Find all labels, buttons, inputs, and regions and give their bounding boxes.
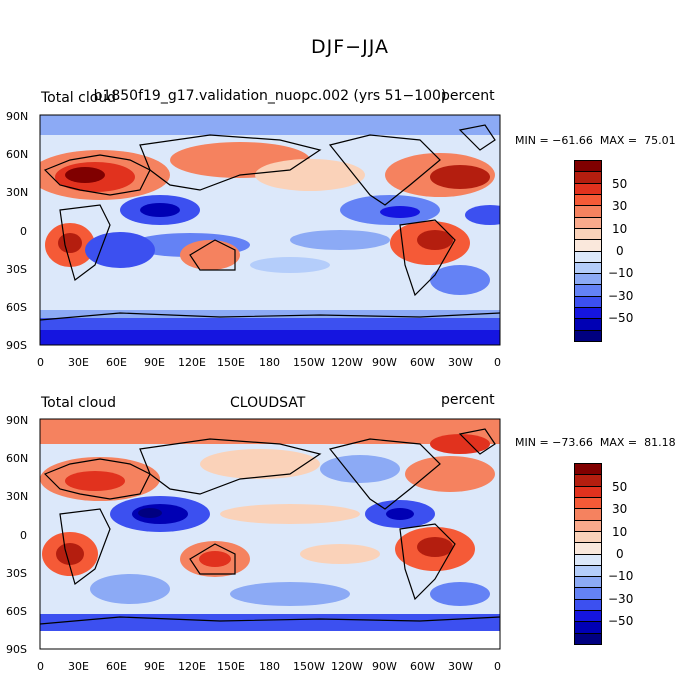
lon-tick: 120E: [178, 660, 206, 673]
lon-tick: 0: [494, 356, 501, 369]
colorbar-swatch: [575, 553, 601, 565]
colorbar-swatch: [575, 161, 601, 172]
colorbar-swatch: [575, 318, 601, 330]
lon-tick: 30E: [68, 660, 89, 673]
colorbar-swatch: [575, 284, 601, 296]
lat-tick-60s: 60S: [6, 301, 27, 314]
panel1-cb-label: 30: [612, 199, 628, 213]
panel2-cb-label: 30: [612, 502, 628, 516]
colorbar-swatch: [575, 542, 601, 554]
colorbar-swatch: [575, 171, 601, 183]
lon-tick: 120W: [331, 356, 363, 369]
figure-title: DJF−JJA: [311, 36, 389, 58]
panel2-cb-label: −50: [608, 614, 634, 628]
lat-tick-30n: 30N: [6, 186, 29, 199]
colorbar-swatch: [575, 610, 601, 622]
panel2-center-title: CLOUDSAT: [230, 395, 306, 411]
lat-tick-60s: 60S: [6, 605, 27, 618]
colorbar-swatch: [575, 239, 601, 251]
lat-tick-30s: 30S: [6, 567, 27, 580]
panel1-right-title: percent: [441, 88, 495, 104]
lon-tick: 60E: [106, 356, 127, 369]
colorbar-swatch: [575, 464, 601, 475]
colorbar-swatch: [575, 508, 601, 520]
panel2-cb-label: 0: [616, 547, 624, 561]
lon-tick: 0: [494, 660, 501, 673]
panel1-left-title: Total cloud: [41, 90, 117, 106]
colorbar-swatch: [575, 621, 601, 633]
panel1-center-title: b1850f19_g17.validation_nuopc.002 (yrs 5…: [93, 88, 447, 104]
lat-tick-30n: 30N: [6, 490, 29, 503]
panel2-cb-label: 10: [612, 525, 628, 539]
colorbar-swatch: [575, 598, 601, 611]
colorbar-swatch: [575, 273, 601, 285]
lon-tick: 150W: [293, 660, 325, 673]
panel2-right-title: percent: [441, 392, 495, 408]
lon-tick: 0: [37, 660, 44, 673]
lon-tick: 120E: [178, 356, 206, 369]
lat-tick-0: 0: [20, 529, 27, 542]
lat-tick-0: 0: [20, 225, 27, 238]
panel1-cb-label: −10: [608, 266, 634, 280]
panel1-cb-label: 0: [616, 244, 624, 258]
colorbar-swatch: [575, 530, 601, 543]
lon-tick: 30W: [448, 660, 473, 673]
panel1-cb-label: 10: [612, 222, 628, 236]
colorbar-swatch: [575, 485, 601, 497]
colorbar-swatch: [575, 564, 601, 577]
colorbar-swatch: [575, 261, 601, 274]
colorbar-swatch: [575, 307, 601, 319]
panel1-cb-label: 50: [612, 177, 628, 191]
lon-tick: 30W: [448, 356, 473, 369]
colorbar-swatch: [575, 496, 601, 509]
lon-tick: 60E: [106, 660, 127, 673]
panel2-colorbar: [574, 463, 602, 645]
lon-tick: 90W: [372, 356, 397, 369]
lat-tick-60n: 60N: [6, 452, 29, 465]
panel1-cb-label: −30: [608, 289, 634, 303]
lon-tick: 120W: [331, 660, 363, 673]
colorbar-swatch: [575, 576, 601, 588]
panel2-cb-label: 50: [612, 480, 628, 494]
lon-tick: 150E: [217, 660, 245, 673]
lat-tick-60n: 60N: [6, 148, 29, 161]
panel2-cb-label: −10: [608, 569, 634, 583]
lat-tick-90n: 90N: [6, 414, 29, 427]
panel1-colorbar: [574, 160, 602, 342]
lon-tick: 60W: [410, 356, 435, 369]
colorbar-swatch: [575, 474, 601, 486]
lon-tick: 90E: [144, 356, 165, 369]
lon-tick: 180: [259, 660, 280, 673]
lon-tick: 60W: [410, 660, 435, 673]
colorbar-swatch: [575, 216, 601, 228]
lat-tick-90s: 90S: [6, 643, 27, 656]
colorbar-swatch: [575, 250, 601, 262]
panel2-map: [39, 418, 501, 650]
colorbar-swatch: [575, 519, 601, 531]
colorbar-swatch: [575, 329, 601, 341]
panel1-cb-label: −50: [608, 311, 634, 325]
colorbar-swatch: [575, 182, 601, 194]
lon-tick: 180: [259, 356, 280, 369]
lon-tick: 90W: [372, 660, 397, 673]
lon-tick: 30E: [68, 356, 89, 369]
lat-tick-30s: 30S: [6, 263, 27, 276]
panel2-minmax: MIN = −73.66 MAX = 81.18: [515, 436, 676, 449]
lon-tick: 150W: [293, 356, 325, 369]
colorbar-swatch: [575, 227, 601, 240]
lon-tick: 90E: [144, 660, 165, 673]
colorbar-swatch: [575, 632, 601, 644]
lat-tick-90s: 90S: [6, 339, 27, 352]
colorbar-swatch: [575, 193, 601, 206]
lon-tick: 0: [37, 356, 44, 369]
lon-tick: 150E: [217, 356, 245, 369]
colorbar-swatch: [575, 295, 601, 308]
panel2-left-title: Total cloud: [41, 395, 117, 411]
colorbar-swatch: [575, 205, 601, 217]
panel1-map: [39, 114, 501, 346]
panel1-minmax: MIN = −61.66 MAX = 75.01: [515, 134, 676, 147]
panel2-cb-label: −30: [608, 592, 634, 606]
lat-tick-90n: 90N: [6, 110, 29, 123]
colorbar-swatch: [575, 587, 601, 599]
